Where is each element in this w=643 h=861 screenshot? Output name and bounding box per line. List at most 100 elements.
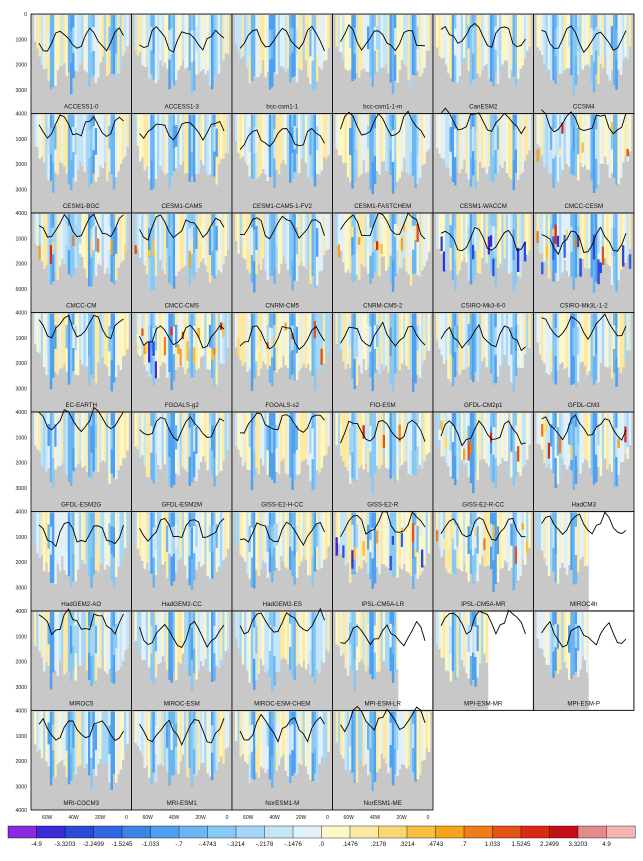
panel-label: MIROC-ESM-CHEM bbox=[254, 701, 310, 708]
panel-label: CESM1-BGC bbox=[63, 203, 100, 210]
panel-label: GFDL-CM2p1 bbox=[464, 402, 503, 409]
y-tick-label: 3000 bbox=[15, 188, 27, 194]
panel-label: CMCC-CESM bbox=[565, 203, 604, 210]
colorbar-swatch bbox=[463, 825, 493, 839]
colorbar-label: -2.2499 bbox=[83, 841, 105, 848]
y-tick-label: 1000 bbox=[15, 37, 27, 43]
panel-label: bcc-csm1-1 bbox=[266, 104, 299, 111]
panel-label: CMCC-CMS bbox=[165, 303, 199, 310]
x-tick-label: 60W bbox=[143, 815, 154, 821]
panel-mri-esm1: MRI-ESM1 bbox=[131, 710, 233, 811]
y-tick-label: 1000 bbox=[15, 137, 27, 143]
y-tick-label: 3000 bbox=[15, 685, 27, 691]
x-tick-label: 60W bbox=[243, 815, 254, 821]
panel-label: IPSL-CM5A-LR bbox=[361, 601, 404, 608]
x-tick-label: 40W bbox=[370, 815, 381, 821]
x-tick-label: 60W bbox=[344, 815, 355, 821]
colorbar-swatch bbox=[235, 825, 265, 839]
colorbar: -4.9 -3.3203 -2.2499 -1.5245 -1.033 -.7 -.4743… bbox=[7, 825, 636, 848]
y-tick-label: 4000 bbox=[15, 609, 27, 615]
panel-fio-esm: FIO-ESM bbox=[332, 312, 434, 413]
panel-label: HadGEM2-ES bbox=[263, 601, 302, 608]
y-tick-label: 4000 bbox=[15, 808, 27, 814]
panel-gfdl-cm3: GFDL-CM3 bbox=[533, 312, 635, 413]
colorbar-label: -.7 bbox=[175, 841, 183, 848]
panel-cesm1-fastchem: CESM1-FASTCHEM bbox=[332, 110, 434, 214]
panel-cnrm-cm5-2: CNRM-CM5-2 bbox=[332, 212, 434, 313]
panel-label: MIROC-ESM bbox=[164, 701, 200, 708]
y-tick-label: 2000 bbox=[15, 461, 27, 467]
panel-cesm1-waccm: CESM1-WACCM bbox=[432, 107, 534, 214]
y-tick-label: 1000 bbox=[15, 634, 27, 640]
y-tick-label: 4000 bbox=[15, 410, 27, 416]
panel-label: MPI-ESM-MR bbox=[464, 701, 503, 708]
x-tick-label: 20W bbox=[296, 815, 307, 821]
panel-miroc-esm: MIROC-ESM bbox=[131, 610, 233, 711]
y-tick-label: 1000 bbox=[15, 236, 27, 242]
panel-mpi-esm-mr: MPI-ESM-MR bbox=[432, 609, 534, 711]
panel-miroc-esm-chem: MIROC-ESM-CHEM bbox=[231, 607, 333, 711]
colorbar-swatch bbox=[435, 825, 465, 839]
colorbar-swatch bbox=[606, 825, 636, 839]
panel-label: HadCM3 bbox=[572, 502, 597, 509]
panel-giss-e2-h-cc: GISS-E2-H-CC bbox=[231, 411, 333, 512]
colorbar-swatch bbox=[121, 825, 151, 839]
panel-label: CCSM4 bbox=[573, 104, 595, 111]
panel-label: EC-EARTH bbox=[65, 402, 97, 409]
panel-mpi-esm-lr: MPI-ESM-LR bbox=[332, 610, 434, 711]
panel-label: CSIRO-Mk3-6-0 bbox=[461, 303, 506, 310]
colorbar-label: 2.2499 bbox=[540, 841, 559, 848]
panel-label: CESM1-CAM5 bbox=[161, 203, 202, 210]
colorbar-label: -.2178 bbox=[256, 841, 274, 848]
colorbar-swatch bbox=[577, 825, 607, 839]
colorbar-label: 1.5245 bbox=[512, 841, 531, 848]
colorbar-label: 3.3203 bbox=[569, 841, 588, 848]
y-tick-label: 4000 bbox=[15, 709, 27, 715]
y-tick-label: 4000 bbox=[15, 112, 27, 118]
panel-ipsl-cm5a-lr: IPSL-CM5A-LR bbox=[332, 511, 434, 612]
panel-mri-cgcm3: MRI-CGCM3 bbox=[30, 710, 132, 811]
panel-label: MPI-ESM-LR bbox=[365, 701, 402, 708]
panel-cesm1-cam5: CESM1-CAM5 bbox=[131, 113, 233, 214]
panel-hadcm3: HadCM3 bbox=[533, 411, 635, 512]
panel-label: CanESM2 bbox=[469, 104, 498, 111]
panel-miroc4h: MIROC4h bbox=[533, 511, 635, 612]
colorbar-swatch bbox=[378, 825, 408, 839]
colorbar-label: 1.033 bbox=[485, 841, 501, 848]
y-tick-label: 2000 bbox=[15, 162, 27, 168]
colorbar-label: .3214 bbox=[399, 841, 415, 848]
panel-label: GFDL-CM3 bbox=[568, 402, 600, 409]
colorbar-label: -4.9 bbox=[31, 841, 42, 848]
panel-gfdl-cm2p1: GFDL-CM2p1 bbox=[432, 312, 534, 413]
panel-label: FIO-ESM bbox=[370, 402, 396, 409]
panel-bcc-csm1-1: bcc-csm1-1 bbox=[231, 13, 333, 114]
panel-gfdl-esm2m: GFDL-ESM2M bbox=[131, 411, 233, 512]
x-tick-label: 20W bbox=[195, 815, 206, 821]
panel-fgoals-g2: FGOALS-g2 bbox=[131, 312, 233, 413]
panel-label: GISS-E2-H-CC bbox=[261, 502, 303, 509]
y-tick-label: 2000 bbox=[15, 560, 27, 566]
y-tick-label: 1000 bbox=[15, 734, 27, 740]
y-tick-label: 3000 bbox=[15, 387, 27, 393]
y-tick-label: 5000 bbox=[15, 287, 27, 293]
panel-label: MIROC4h bbox=[570, 601, 598, 608]
colorbar-label: -1.5245 bbox=[112, 841, 134, 848]
y-tick-label: 4000 bbox=[15, 510, 27, 516]
panel-gfdl-esm2g: GFDL-ESM2G bbox=[30, 406, 132, 512]
colorbar-swatch bbox=[520, 825, 550, 839]
panel-giss-e2-r-cc: GISS-E2-R-CC bbox=[432, 411, 534, 512]
colorbar-swatch bbox=[178, 825, 208, 839]
panel-label: CESM1-FASTCHEM bbox=[354, 203, 411, 210]
panel-bcc-csm1-1-m: bcc-csm1-1-m bbox=[332, 13, 434, 114]
panel-label: ACCESS1-3 bbox=[165, 104, 200, 111]
panel-label: ACCESS1-0 bbox=[64, 104, 99, 111]
colorbar-swatch bbox=[64, 825, 94, 839]
colorbar-swatch bbox=[264, 825, 294, 839]
panel-label: CESM1-CAM5-1-FV2 bbox=[253, 203, 313, 210]
x-tick-label: 0 bbox=[226, 815, 229, 821]
colorbar-label: -1.033 bbox=[142, 841, 160, 848]
panel-fgoals-s2: FGOALS-s2 bbox=[231, 312, 333, 413]
y-tick-label: 2000 bbox=[15, 262, 27, 268]
panel-hadgem2-es: HadGEM2-ES bbox=[231, 511, 333, 612]
